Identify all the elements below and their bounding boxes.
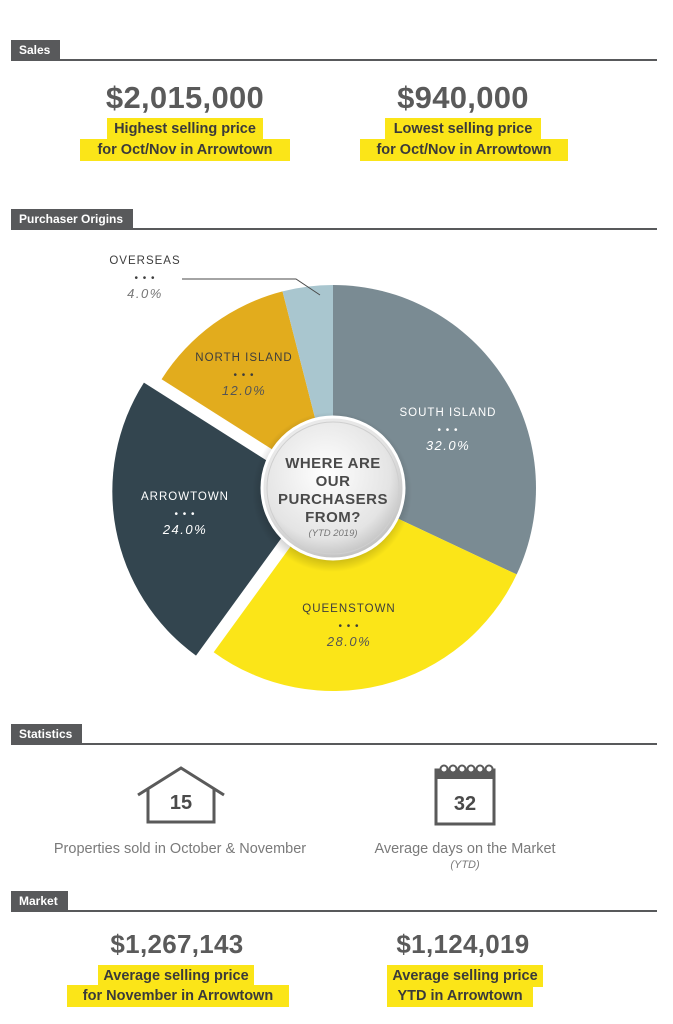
slice-value-label: 4.0% [127, 286, 163, 301]
center-subtitle: (YTD 2019) [308, 528, 357, 539]
avg-price-ytd-label-line2: YTD in Arrowtown [387, 985, 533, 1007]
avg-days-sub: (YTD) [450, 859, 480, 871]
slice-dots: • • • [233, 370, 254, 381]
center-title-line2: OUR [316, 473, 351, 490]
center-title-line3: PURCHASERS [278, 491, 388, 508]
avg-days-label: Average days on the Market [374, 841, 556, 857]
avg-price-ytd-value: $1,124,019 [396, 929, 530, 959]
center-badge-ring [266, 421, 400, 555]
house-icon: 15 [137, 766, 225, 824]
slice-value-label: 28.0% [326, 634, 371, 649]
center-badge [260, 415, 406, 561]
slice-label: NORTH ISLAND [195, 352, 292, 364]
overseas-leader-line [182, 278, 321, 296]
properties-sold-label: Properties sold in October & November [53, 841, 307, 857]
pie-slice-arrowtown [112, 382, 316, 656]
lowest-price-label-line2: for Oct/Nov in Arrowtown [360, 139, 568, 161]
slice-dots: • • • [174, 509, 195, 520]
avg-price-nov-value: $1,267,143 [110, 929, 244, 959]
center-title-line4: FROM? [305, 509, 361, 526]
slice-dots: • • • [437, 425, 458, 436]
purchaser-origins-pie-chart: SOUTH ISLAND • • • 32.0% QUEENSTOWN • • • 28.… [109, 255, 536, 691]
slice-dots: • • • [338, 621, 359, 632]
origins-header: Purchaser Origins [11, 209, 134, 230]
statistics-divider [11, 743, 657, 745]
highest-price-label-line2: for Oct/Nov in Arrowtown [80, 139, 290, 161]
properties-sold-value: 15 [170, 792, 192, 814]
pie-slice-queenstown [213, 488, 517, 691]
slice-dots: • • • [134, 273, 155, 284]
slice-label: SOUTH ISLAND [400, 407, 497, 419]
market-header: Market [11, 891, 68, 912]
avg-price-ytd-label-line1: Average selling price [387, 965, 543, 987]
slice-label: QUEENSTOWN [302, 603, 396, 615]
avg-price-nov-label-line2: for November in Arrowtown [67, 985, 289, 1007]
slice-value-label: 32.0% [426, 438, 470, 453]
market-divider [11, 910, 657, 912]
slice-value-label: 12.0% [222, 383, 266, 398]
statistics-header: Statistics [11, 724, 83, 745]
origins-divider [11, 228, 657, 230]
lowest-price-label-line1: Lowest selling price [385, 118, 541, 140]
avg-days-value: 32 [454, 793, 476, 815]
avg-price-nov-label-line1: Average selling price [98, 965, 254, 987]
sales-header: Sales [11, 40, 61, 61]
slice-value-label: 24.0% [162, 522, 207, 537]
sales-divider [11, 59, 657, 61]
highest-price-value: $2,015,000 [105, 80, 265, 115]
calendar-icon: 32 [434, 764, 496, 826]
center-title-line1: WHERE ARE [285, 455, 381, 472]
slice-label: OVERSEAS [109, 255, 180, 267]
slice-label: ARROWTOWN [141, 491, 229, 503]
highest-price-label-line1: Highest selling price [107, 118, 263, 140]
lowest-price-value: $940,000 [397, 80, 529, 115]
